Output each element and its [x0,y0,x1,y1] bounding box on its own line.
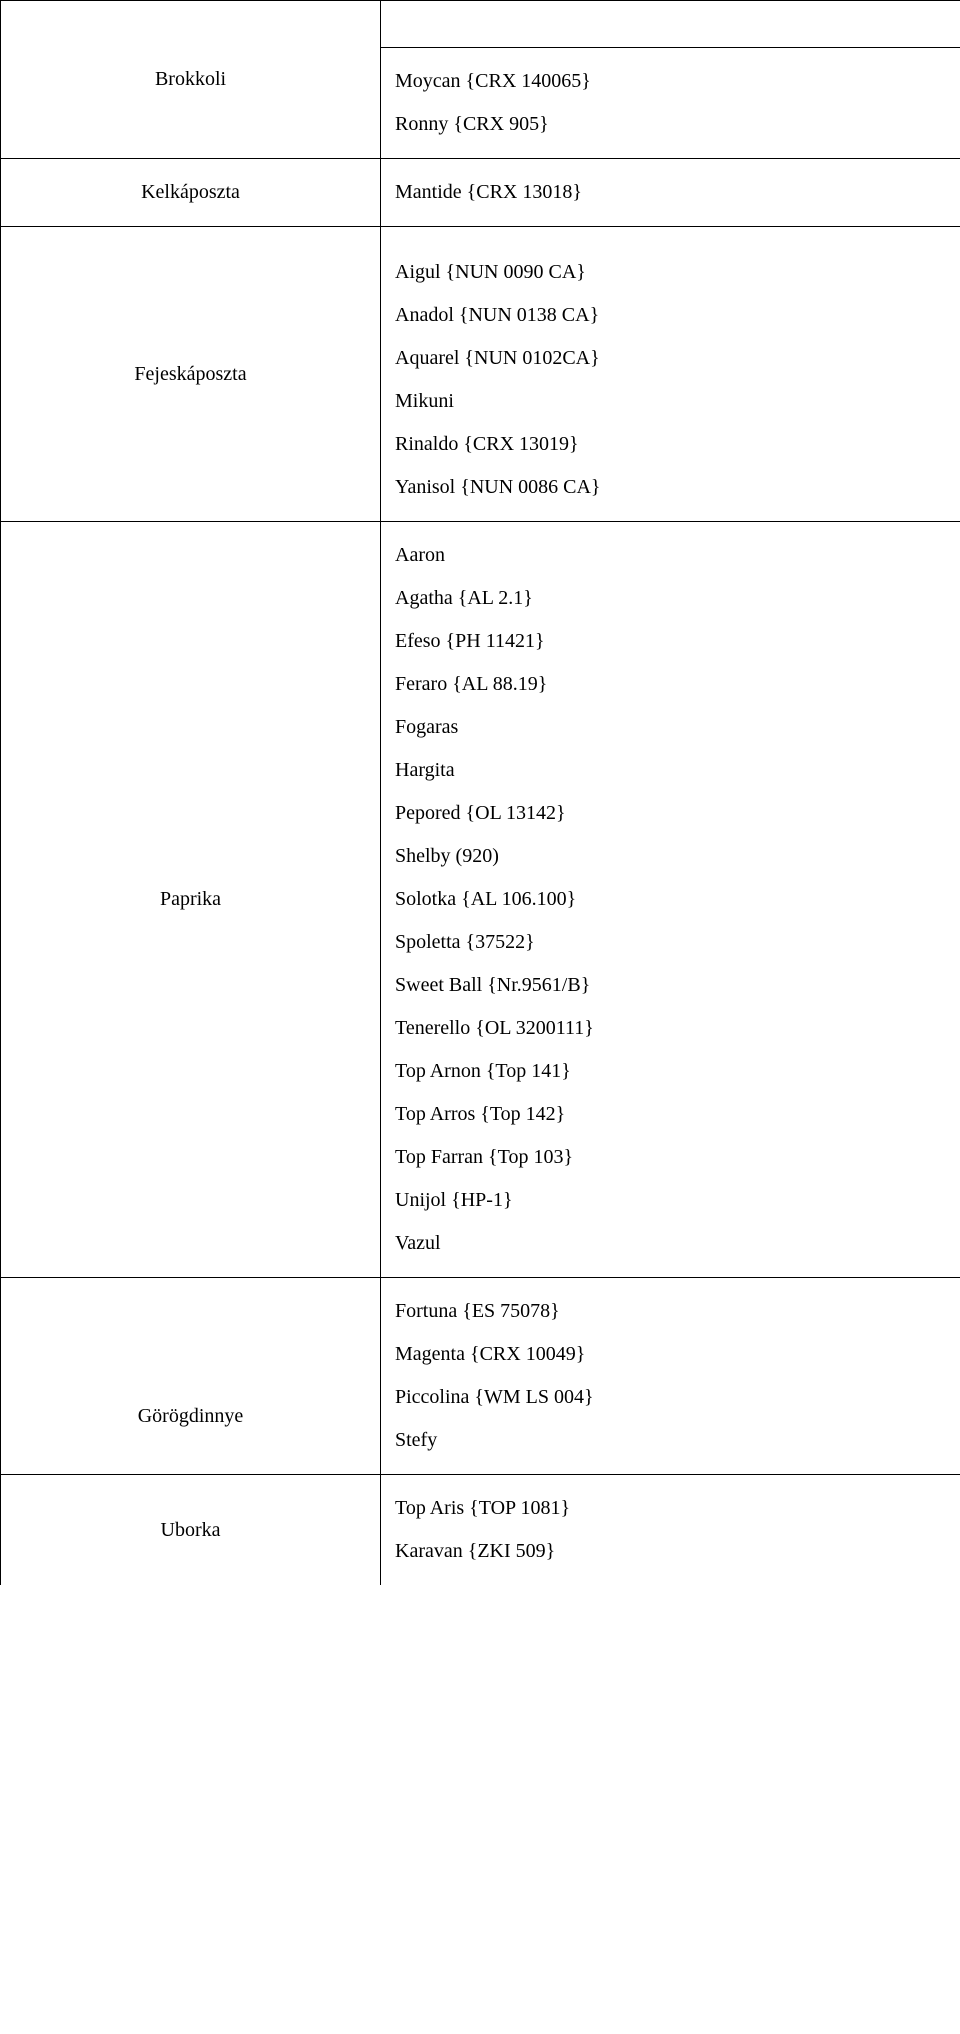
variety-item: Fogaras [395,706,946,749]
variety-item: Top Arnon {Top 141} [395,1050,946,1093]
variety-item: Shelby (920) [395,835,946,878]
variety-item: Aaron [395,534,946,577]
variety-item: Top Arros {Top 142} [395,1093,946,1136]
variety-item: Pepored {OL 13142} [395,792,946,835]
table-row: Uborka Top Aris {TOP 1081} Karavan {ZKI … [1,1475,960,1586]
label-gorogdinnye: Görögdinnye [1,1278,381,1475]
label-text: Paprika [160,888,221,910]
table-row: Brokkoli [1,1,960,48]
variety-item: Top Farran {Top 103} [395,1136,946,1179]
table-row: Paprika Aaron Agatha {AL 2.1} Efeso {PH … [1,522,960,1278]
variety-item: Piccolina {WM LS 004} [395,1376,946,1419]
label-fejeskaposzta: Fejeskáposzta [1,227,381,522]
variety-item: Fortuna {ES 75078} [395,1290,946,1333]
label-text: Kelkáposzta [141,181,240,203]
variety-item: Stefy [395,1419,946,1462]
variety-item: Tenerello {OL 3200111} [395,1007,946,1050]
variety-item: Magenta {CRX 10049} [395,1333,946,1376]
content-kelkaposzta: Mantide {CRX 13018} [381,159,960,227]
label-kelkaposzta: Kelkáposzta [1,159,381,227]
variety-item: Aquarel {NUN 0102CA} [395,337,946,380]
label-paprika: Paprika [1,522,381,1278]
variety-item: Feraro {AL 88.19} [395,663,946,706]
variety-item: Mantide {CRX 13018} [395,171,946,214]
variety-item: Vazul [395,1222,946,1265]
variety-item: Top Aris {TOP 1081} [395,1487,946,1530]
variety-item: Mikuni [395,380,946,423]
variety-item: Aigul {NUN 0090 CA} [395,251,946,294]
variety-item: Rinaldo {CRX 13019} [395,423,946,466]
content-brokkoli: Moycan {CRX 140065} Ronny {CRX 905} [381,48,960,159]
label-text: Görögdinnye [138,1405,244,1427]
content-uborka: Top Aris {TOP 1081} Karavan {ZKI 509} [381,1475,960,1586]
content-gorogdinnye: Fortuna {ES 75078} Magenta {CRX 10049} P… [381,1278,960,1475]
content-fejeskaposzta: Aigul {NUN 0090 CA} Anadol {NUN 0138 CA}… [381,227,960,522]
variety-item: Hargita [395,749,946,792]
variety-item: Anadol {NUN 0138 CA} [395,294,946,337]
variety-item: Sweet Ball {Nr.9561/B} [395,964,946,1007]
variety-item: Yanisol {NUN 0086 CA} [395,466,946,509]
label-brokkoli: Brokkoli [1,1,381,159]
label-text: Uborka [161,1519,221,1541]
variety-item: Unijol {HP-1} [395,1179,946,1222]
variety-item: Efeso {PH 11421} [395,620,946,663]
blank-top-cell [381,1,960,48]
variety-item: Ronny {CRX 905} [395,103,946,146]
table-row: Fejeskáposzta Aigul {NUN 0090 CA} Anadol… [1,227,960,522]
table-row: Görögdinnye Fortuna {ES 75078} Magenta {… [1,1278,960,1475]
content-paprika: Aaron Agatha {AL 2.1} Efeso {PH 11421} F… [381,522,960,1278]
varieties-table: Brokkoli Moycan {CRX 140065} Ronny {CRX … [0,0,960,1585]
variety-item: Solotka {AL 106.100} [395,878,946,921]
variety-item: Moycan {CRX 140065} [395,60,946,103]
variety-item: Karavan {ZKI 509} [395,1530,946,1573]
label-text: Brokkoli [155,68,226,90]
variety-item: Agatha {AL 2.1} [395,577,946,620]
label-text: Fejeskáposzta [134,363,246,385]
table-row: Kelkáposzta Mantide {CRX 13018} [1,159,960,227]
label-uborka: Uborka [1,1475,381,1586]
variety-item: Spoletta {37522} [395,921,946,964]
